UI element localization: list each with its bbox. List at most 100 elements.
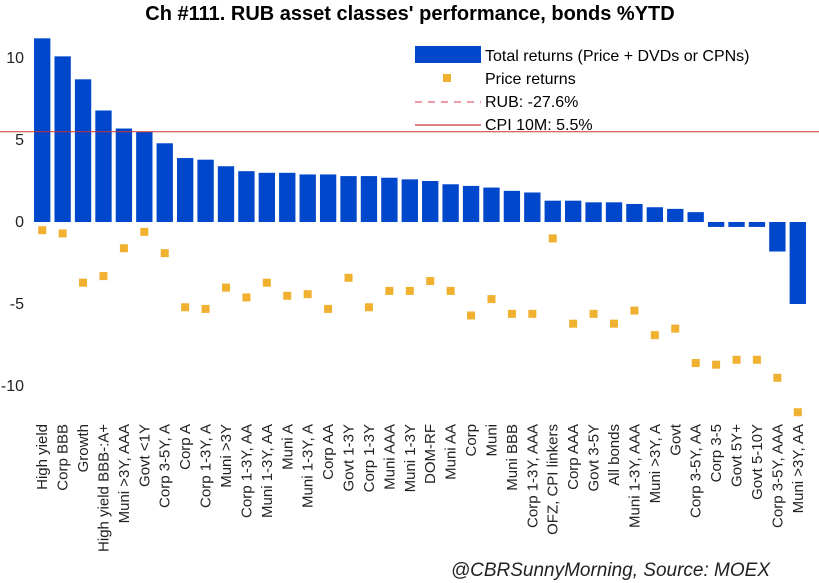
point-price-return <box>446 286 455 295</box>
category-label: OFZ, CPI linkers <box>545 424 562 535</box>
category-label: Corp 1-3Y <box>361 424 378 492</box>
bar-total-return <box>626 203 643 222</box>
point-price-return <box>732 355 741 364</box>
bar-total-return <box>319 174 337 222</box>
bar-total-return <box>667 208 684 222</box>
category-label: Govt <box>667 423 684 456</box>
point-price-return <box>324 304 333 313</box>
legend-swatch-total-returns <box>415 46 481 63</box>
bar-total-return <box>789 222 806 304</box>
point-price-return <box>119 244 128 253</box>
legend-label-price-returns: Price returns <box>485 71 576 88</box>
category-label: Muni >3Y, A <box>647 424 664 503</box>
point-price-return <box>630 306 639 315</box>
point-price-return <box>242 293 251 302</box>
point-price-return <box>364 303 373 312</box>
point-price-return <box>262 278 271 287</box>
point-price-return <box>344 273 353 282</box>
point-price-return <box>181 303 190 312</box>
bar-total-return <box>422 181 439 222</box>
bar-total-return <box>401 179 418 222</box>
category-label: Muni AA <box>443 424 460 480</box>
bar-total-return <box>197 159 214 222</box>
legend-swatch-price-returns <box>443 74 451 82</box>
bar-total-return <box>156 143 173 222</box>
category-label: Corp 1-3Y, A <box>198 424 215 508</box>
bar-total-return <box>646 207 664 222</box>
category-label: Corp 3-5 <box>708 424 725 482</box>
point-price-return <box>426 277 435 286</box>
point-price-return <box>38 226 47 235</box>
point-price-return <box>79 278 88 287</box>
category-label: Corp A <box>177 424 194 470</box>
category-label: Corp 1-3Y, AA <box>238 424 255 518</box>
category-label: Muni BBB <box>504 424 521 491</box>
bar-total-return <box>54 56 71 222</box>
category-label: Corp BBB <box>55 424 72 491</box>
bar-total-return <box>769 222 786 252</box>
bar-total-return <box>176 158 194 222</box>
y-tick-label: 5 <box>15 132 24 149</box>
point-price-return <box>610 319 618 328</box>
category-label: Muni >3Y <box>218 424 235 488</box>
point-price-return <box>140 227 149 236</box>
point-price-return <box>487 295 496 304</box>
y-tick-label: 10 <box>6 50 24 67</box>
bar-total-return <box>136 131 153 222</box>
point-price-return <box>58 229 67 238</box>
category-label: Muni >3Y, AAA <box>116 424 133 523</box>
category-label: Muni <box>483 424 500 457</box>
category-label: Muni 1-3Y <box>402 424 419 492</box>
y-tick-label: -5 <box>10 296 24 313</box>
bar-total-return <box>115 128 133 222</box>
bar-total-return <box>524 192 541 222</box>
legend-label-rub: RUB: -27.6% <box>485 94 578 111</box>
bar-total-return <box>503 190 521 222</box>
point-price-return <box>712 360 721 369</box>
category-label: Govt 3-5Y <box>586 424 603 492</box>
point-price-return <box>467 311 476 320</box>
category-labels: High yield Corp BBB Growth High yield BBB-:… <box>34 423 807 552</box>
category-label: Muni >3Y, AA <box>790 424 807 513</box>
point-price-return <box>793 408 802 417</box>
category-label: Corp <box>463 424 480 457</box>
bar-total-return <box>299 174 316 222</box>
bar-total-return <box>585 202 602 222</box>
category-label: Govt 5Y+ <box>729 424 746 487</box>
point-price-return <box>201 304 210 313</box>
source-note: @CBRSunnyMorning, Source: MOEX <box>451 560 772 581</box>
category-label: Muni 1-3Y, AA <box>259 424 276 518</box>
y-tick-label: -10 <box>1 378 24 395</box>
point-price-return <box>548 234 557 243</box>
category-label: Govt 1-3Y <box>341 424 358 492</box>
bar-total-return <box>728 222 745 227</box>
bar-total-return <box>544 200 561 222</box>
legend-label-total-returns: Total returns (Price + DVDs or CPNs) <box>485 48 750 65</box>
point-price-return <box>405 286 414 295</box>
bar-total-return <box>483 187 500 222</box>
y-tick-label: 0 <box>15 214 24 231</box>
category-label: Govt <1Y <box>136 424 153 487</box>
bar-total-return <box>360 176 378 222</box>
category-label: Muni 1-3Y, AAA <box>626 424 643 528</box>
bar-total-return <box>707 222 725 227</box>
category-label: DOM-RF <box>422 424 439 484</box>
legend: Total returns (Price + DVDs or CPNs) Pri… <box>415 46 750 134</box>
point-price-return <box>283 291 292 300</box>
category-label: Corp 3-5Y, AA <box>688 424 705 518</box>
point-price-return <box>671 324 680 333</box>
bar-total-return <box>279 172 296 222</box>
point-price-return <box>385 286 394 295</box>
category-label: Corp 3-5Y, A <box>157 424 174 508</box>
category-label: Muni A <box>279 424 296 470</box>
legend-label-cpi: CPI 10M: 5.5% <box>485 117 593 134</box>
bar-total-return <box>258 172 276 222</box>
point-price-return <box>99 272 108 281</box>
bar-total-return <box>34 38 51 222</box>
total-returns-bars <box>34 38 806 304</box>
category-label: Corp AA <box>320 424 337 480</box>
point-price-return <box>222 283 230 292</box>
bar-total-return <box>462 185 480 222</box>
point-price-return <box>507 309 516 318</box>
category-label: Corp 1-3Y, AAA <box>524 424 541 528</box>
